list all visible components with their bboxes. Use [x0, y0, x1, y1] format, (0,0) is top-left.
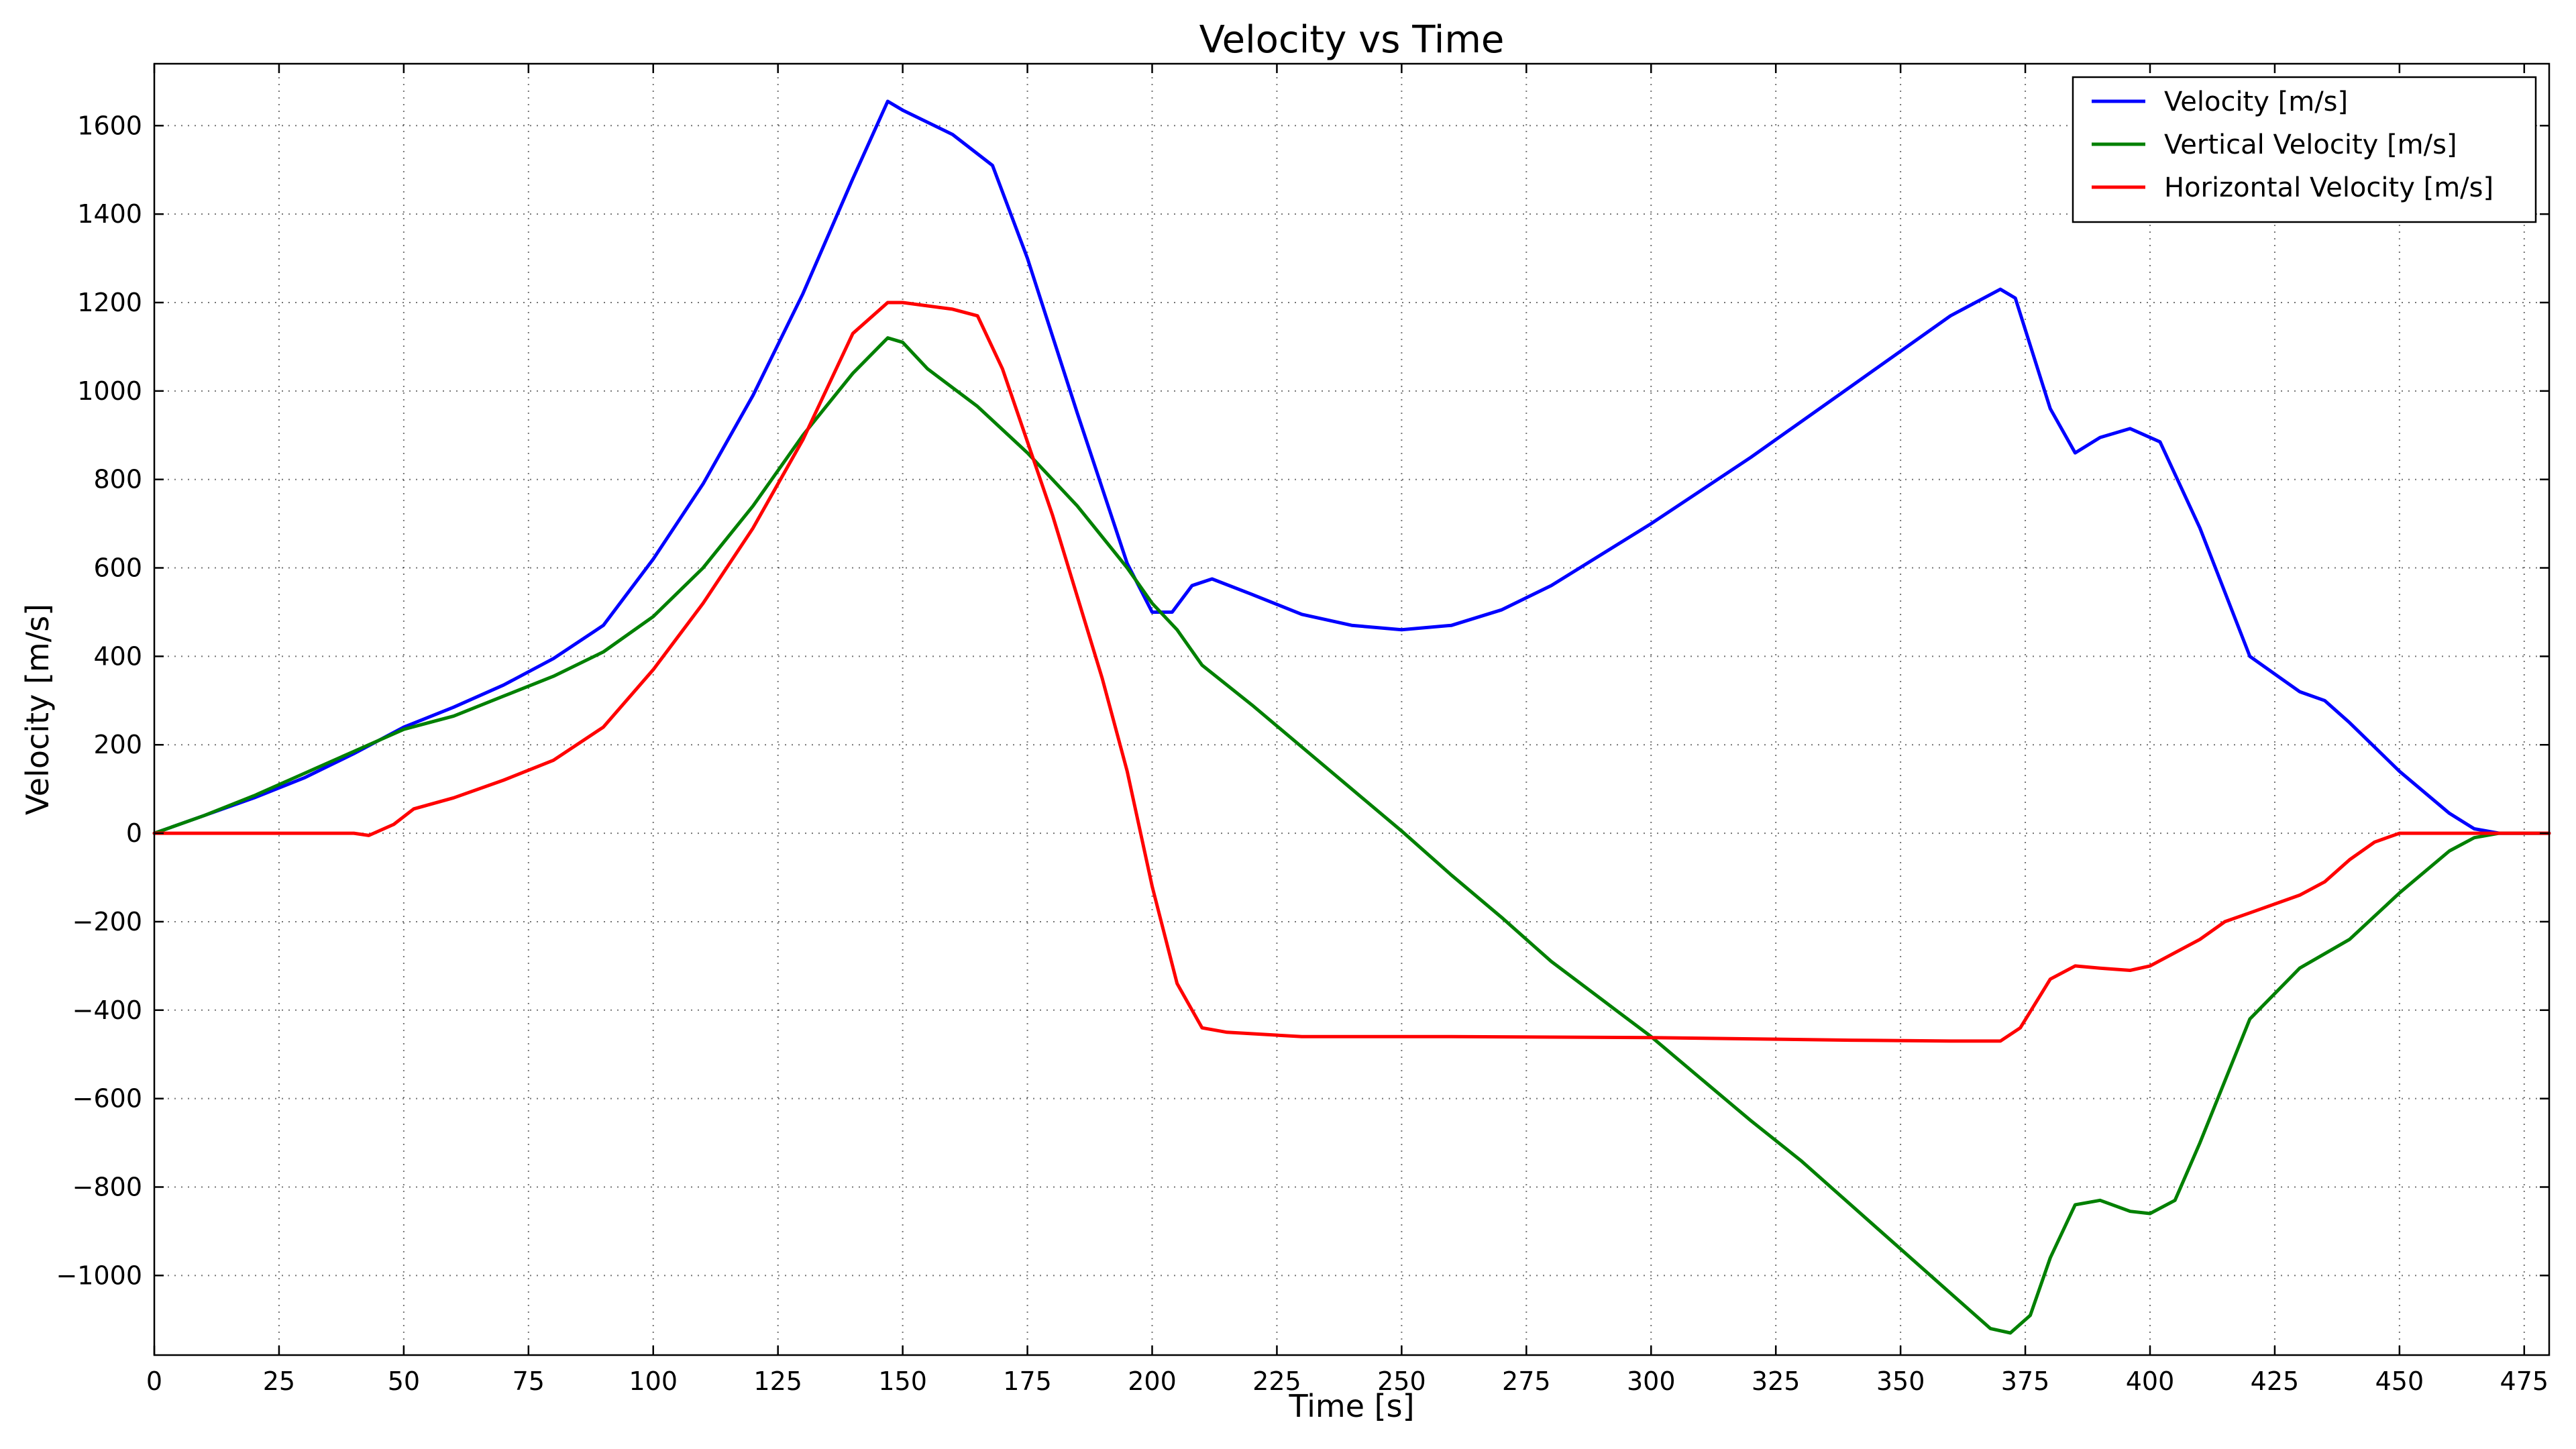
y-tick-label: 1200 [77, 288, 142, 317]
x-tick-label: 0 [146, 1366, 162, 1396]
legend-label-2: Horizontal Velocity [m/s] [2164, 172, 2493, 203]
y-tick-label: 600 [93, 553, 142, 583]
x-tick-label: 350 [1876, 1366, 1925, 1396]
x-tick-label: 250 [1377, 1366, 1426, 1396]
y-tick-label: 0 [126, 818, 142, 848]
x-tick-label: 125 [753, 1366, 802, 1396]
x-tick-label: 450 [2375, 1366, 2424, 1396]
x-tick-label: 325 [1752, 1366, 1801, 1396]
y-tick-label: 400 [93, 641, 142, 671]
legend-box [2072, 76, 2537, 223]
x-tick-label: 225 [1252, 1366, 1301, 1396]
x-tick-label: 100 [629, 1366, 678, 1396]
x-tick-label: 425 [2251, 1366, 2300, 1396]
x-tick-label: 375 [2001, 1366, 2050, 1396]
series-line-1 [152, 336, 2551, 1335]
x-tick-label: 175 [1003, 1366, 1052, 1396]
series-line-2 [152, 301, 2551, 1043]
chart-title: Velocity vs Time [1199, 18, 1505, 62]
y-tick-label: 1600 [77, 111, 142, 140]
y-axis-title: Velocity [m/s] [19, 604, 56, 815]
plot-frame [153, 62, 2551, 1356]
y-tick-label: −600 [72, 1084, 142, 1114]
x-tick-label: 275 [1502, 1366, 1551, 1396]
y-tick-label: 200 [93, 730, 142, 759]
y-tick-label: −200 [72, 907, 142, 936]
series-lines [152, 99, 2551, 1335]
axis-ticks: 0 25 50 75 100 125 150 175 200 225 250 275 300 325 350… [56, 64, 2549, 1396]
x-tick-label: 475 [2500, 1366, 2549, 1396]
x-tick-label: 150 [878, 1366, 927, 1396]
y-tick-label: −400 [72, 996, 142, 1025]
y-tick-label: 1000 [77, 376, 142, 406]
y-tick-label: 1400 [77, 199, 142, 229]
series-line-0 [152, 99, 2551, 835]
x-tick-label: 75 [513, 1366, 545, 1396]
x-tick-label: 400 [2126, 1366, 2175, 1396]
x-tick-label: 25 [263, 1366, 295, 1396]
x-tick-label: 200 [1128, 1366, 1177, 1396]
legend-label-0: Velocity [m/s] [2164, 87, 2348, 117]
y-tick-label: 800 [93, 465, 142, 494]
x-axis-title: Time [s] [1288, 1388, 1414, 1424]
x-tick-label: 300 [1627, 1366, 1676, 1396]
y-tick-label: −1000 [56, 1260, 142, 1290]
x-tick-label: 50 [388, 1366, 420, 1396]
legend: Velocity [m/s] Vertical Velocity [m/s] Hor… [2072, 76, 2537, 223]
y-tick-label: −800 [72, 1172, 142, 1201]
grid-lines [154, 64, 2549, 1355]
legend-label-1: Vertical Velocity [m/s] [2164, 129, 2457, 160]
